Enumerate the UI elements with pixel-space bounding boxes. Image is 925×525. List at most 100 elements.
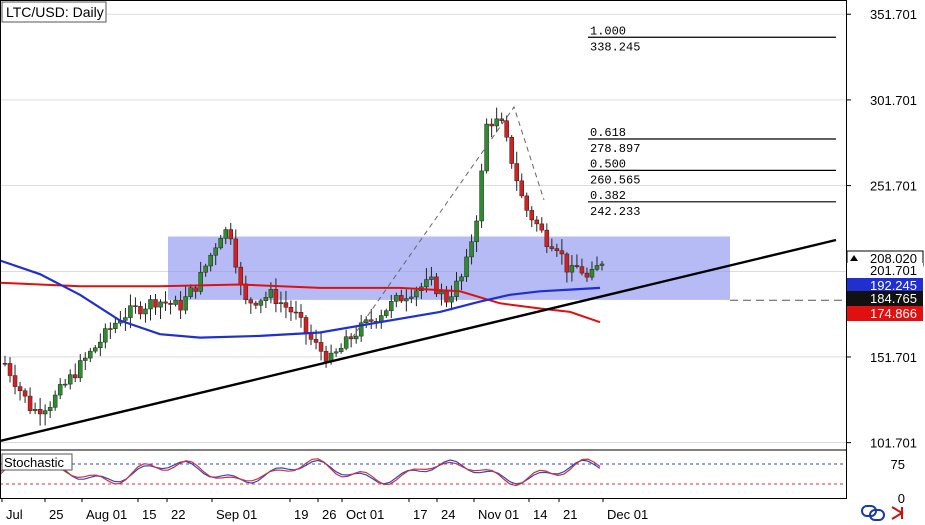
candle-body <box>183 296 188 311</box>
price-tag-box <box>847 291 923 306</box>
x-tick-label: 25 <box>49 507 63 522</box>
candle-body <box>72 374 78 379</box>
candle-body <box>213 247 218 256</box>
candle-body <box>148 299 153 310</box>
x-tick-label: 15 <box>142 507 156 522</box>
x-tick-label: 14 <box>533 507 547 522</box>
candle-body <box>459 276 464 282</box>
candle-body <box>293 311 299 314</box>
candle-body <box>298 312 304 318</box>
candle-body <box>93 347 98 352</box>
candle-body <box>464 256 469 278</box>
candle-body <box>108 328 113 330</box>
fib-price-label: 260.565 <box>590 173 640 187</box>
candle-body <box>278 302 284 304</box>
arrow-right-icon[interactable] <box>891 506 904 520</box>
candle-body <box>599 263 605 266</box>
link-icon[interactable] <box>861 505 885 521</box>
x-tick-label: 17 <box>413 507 427 522</box>
candle-body <box>27 395 33 411</box>
candle-body <box>123 317 128 321</box>
candle-body <box>78 360 83 379</box>
candle-body <box>238 266 244 285</box>
x-tick-label: 22 <box>171 507 185 522</box>
candle-body <box>303 317 309 334</box>
candle-body <box>273 289 279 304</box>
candle-body <box>198 271 203 292</box>
candle-body <box>313 339 319 343</box>
candle-body <box>539 223 545 231</box>
candle-body <box>584 272 590 278</box>
candle-body <box>37 409 43 415</box>
x-tick-label: 24 <box>441 507 455 522</box>
candle-body <box>479 170 484 222</box>
candle-body <box>489 123 494 127</box>
candle-body <box>67 374 73 385</box>
candle-body <box>173 299 178 305</box>
candle-body <box>589 269 595 278</box>
candle-body <box>62 383 68 386</box>
candle-body <box>223 229 228 239</box>
candle-body <box>98 341 103 349</box>
stochastic-tick-label: 0 <box>898 491 905 506</box>
chart-frame <box>0 0 847 499</box>
candle-body <box>343 336 349 349</box>
x-tick-label: 21 <box>563 507 577 522</box>
candle-body <box>138 306 143 315</box>
candle-body <box>574 265 580 267</box>
x-tick-label: Aug 01 <box>86 507 127 522</box>
x-tick-label: 26 <box>322 507 336 522</box>
candle-body <box>128 305 133 318</box>
y-tick-label: 301.701 <box>870 93 917 108</box>
candle-body <box>384 310 389 316</box>
candle-body <box>178 299 183 311</box>
candle-body <box>233 238 239 268</box>
candle-body <box>559 250 565 255</box>
candle-body <box>564 253 570 273</box>
fib-price-label: 278.897 <box>590 142 640 156</box>
candlesticks <box>2 107 605 426</box>
candle-body <box>248 299 254 304</box>
candle-body <box>424 279 429 288</box>
candle-body <box>353 335 359 340</box>
candle-body <box>524 195 529 211</box>
candle-body <box>494 118 499 127</box>
y-tick-label: 101.701 <box>870 436 917 451</box>
candle-body <box>2 363 8 365</box>
ascending-trendline <box>0 238 837 443</box>
x-tick-label: 19 <box>294 507 308 522</box>
candle-body <box>57 384 63 396</box>
candle-body <box>474 220 479 243</box>
chart-title: LTC/USD: Daily <box>6 4 104 20</box>
price-axis: 351.701 301.701 251.701 201.701 151.701 101.7… <box>846 7 917 451</box>
candle-body <box>263 297 269 301</box>
price-tag-label: 201.701 <box>870 263 917 278</box>
candle-body <box>389 301 394 311</box>
candle-body <box>12 375 18 387</box>
candle-body <box>429 276 434 280</box>
candle-body <box>529 210 535 221</box>
resistance-zone <box>168 236 730 300</box>
candle-body <box>579 266 585 274</box>
price-tag-box <box>847 263 923 278</box>
candle-body <box>439 291 444 295</box>
price-tag-box <box>847 306 923 321</box>
candle-body <box>444 291 449 303</box>
candle-body <box>288 307 294 313</box>
candle-body <box>409 296 414 299</box>
price-tag-label: 192.245 <box>870 278 917 293</box>
price-tag-arrow <box>850 255 858 261</box>
candle-body <box>193 287 198 292</box>
stochastic-panel: 75 0 <box>0 449 905 506</box>
candle-body <box>103 328 108 343</box>
candle-body <box>158 301 163 308</box>
price-tag-label: 208.020 <box>870 251 917 266</box>
fib-ratio-label: 1.000 <box>590 24 626 38</box>
fib-price-label: 338.245 <box>590 40 640 54</box>
candle-body <box>394 295 399 302</box>
candle-body <box>519 180 524 197</box>
candle-body <box>228 229 234 240</box>
candle-body <box>549 246 555 249</box>
x-tick-label: Oct 01 <box>346 507 384 522</box>
candle-body <box>449 296 454 303</box>
